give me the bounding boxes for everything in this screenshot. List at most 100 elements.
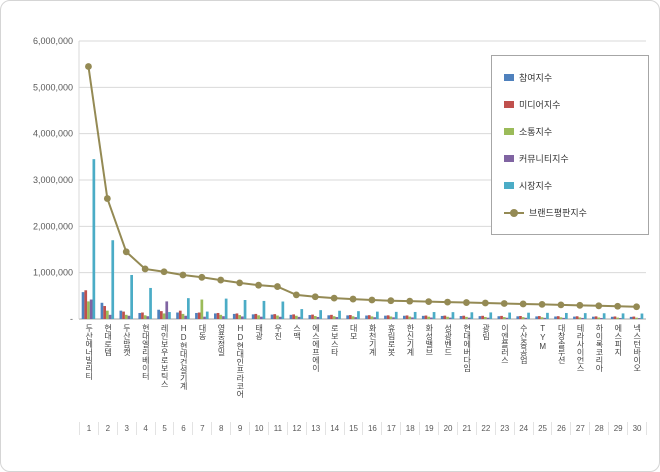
- legend-item-media: 미디어지수: [504, 98, 636, 111]
- x-axis-rank-number: 11: [267, 422, 287, 435]
- bar: [610, 316, 614, 319]
- bar: [635, 317, 638, 319]
- bar: [241, 316, 244, 319]
- line-marker: [311, 293, 319, 301]
- x-axis-rank-number: 20: [438, 422, 457, 435]
- bar: [81, 292, 85, 319]
- bar: [338, 310, 341, 319]
- bar: [376, 311, 379, 319]
- line-marker: [330, 294, 338, 302]
- bar: [178, 310, 182, 319]
- x-axis-rank-number: 4: [135, 422, 155, 435]
- x-axis-rank-number: 29: [608, 422, 627, 435]
- bar: [195, 312, 198, 319]
- bar: [462, 315, 466, 319]
- x-axis-category-label: 테라사이언스: [576, 324, 585, 372]
- line-marker: [614, 302, 622, 310]
- line-marker: [236, 279, 244, 287]
- line-marker: [387, 297, 395, 305]
- x-axis-rank-number: 3: [116, 422, 136, 435]
- x-axis-category-label: 한신기계: [405, 324, 414, 356]
- bar: [224, 298, 228, 319]
- y-axis-tick-label: 6,000,000: [33, 36, 73, 46]
- bar: [524, 317, 528, 319]
- x-axis-category-label: 수산중공업: [519, 324, 528, 364]
- legend-label-media: 미디어지수: [519, 100, 561, 110]
- x-axis-category-label: 대창솔루션: [557, 324, 566, 364]
- bar: [443, 315, 447, 319]
- bar: [367, 315, 371, 319]
- bar: [181, 313, 185, 319]
- bar: [297, 316, 301, 319]
- bar: [168, 312, 171, 319]
- bar: [127, 315, 131, 319]
- x-axis-rank-number: 26: [551, 422, 570, 435]
- bar: [597, 317, 601, 319]
- bar: [200, 299, 204, 319]
- bar: [160, 311, 163, 319]
- bar: [602, 313, 606, 319]
- bar: [451, 312, 455, 319]
- line-marker: [349, 295, 357, 303]
- x-axis-rank-number: 13: [305, 422, 325, 435]
- legend-item-participation: 참여지수: [504, 71, 636, 84]
- x-axis-rank-number: 18: [400, 422, 419, 435]
- bar: [440, 315, 444, 319]
- legend-swatch-communication-icon: [504, 128, 514, 135]
- legend-item-brand-index: 브랜드평판지수: [504, 206, 636, 219]
- line-marker: [444, 298, 451, 306]
- bar: [108, 314, 112, 319]
- bar: [122, 311, 125, 319]
- bar: [546, 312, 549, 319]
- bar: [427, 316, 430, 319]
- bar: [408, 316, 412, 319]
- x-axis-category-label: 화천기계: [368, 324, 377, 356]
- bar: [251, 314, 255, 319]
- bar: [424, 315, 428, 319]
- bar: [327, 315, 331, 319]
- x-axis-category-label: 대모: [349, 324, 358, 340]
- line-marker: [198, 273, 206, 281]
- line-marker: [179, 271, 187, 279]
- bar: [521, 317, 525, 319]
- y-axis-tick-label: 3,000,000: [33, 175, 73, 185]
- bar: [386, 315, 390, 319]
- bar: [130, 274, 133, 319]
- bar: [300, 309, 304, 319]
- bar: [592, 316, 595, 319]
- x-axis-category-label: HD현대건설기계: [179, 324, 188, 390]
- bar: [486, 317, 490, 319]
- bar: [556, 316, 560, 319]
- bar: [554, 316, 557, 319]
- bar: [232, 313, 236, 319]
- bar: [346, 315, 349, 319]
- bar: [497, 316, 501, 319]
- x-axis-category-label: 현대로템: [103, 324, 112, 356]
- bar: [313, 315, 317, 319]
- bar: [281, 301, 285, 319]
- bar: [89, 299, 93, 319]
- bar: [276, 315, 279, 319]
- bar: [143, 315, 147, 319]
- x-axis-category-label: 광림: [481, 324, 490, 340]
- bar: [335, 317, 339, 319]
- legend-label-market: 시장지수: [519, 181, 553, 191]
- bar: [489, 312, 493, 319]
- bar: [103, 306, 106, 319]
- bar: [448, 317, 452, 319]
- legend-label-communication: 소통지수: [519, 127, 553, 137]
- bar: [187, 298, 190, 319]
- line-marker: [425, 298, 433, 306]
- x-axis-category-label: 에스피지: [613, 324, 622, 356]
- x-axis-category-label: 태광: [254, 324, 263, 340]
- x-axis-rank-number: 28: [589, 422, 608, 435]
- bar: [421, 315, 425, 319]
- bar: [640, 313, 644, 319]
- x-axis-rank-number: 6: [173, 422, 192, 435]
- line-marker: [103, 195, 111, 202]
- bar: [254, 313, 258, 319]
- bar: [578, 317, 582, 319]
- bar: [637, 318, 641, 319]
- x-axis-rank-number: 22: [475, 422, 495, 435]
- bar: [616, 317, 619, 319]
